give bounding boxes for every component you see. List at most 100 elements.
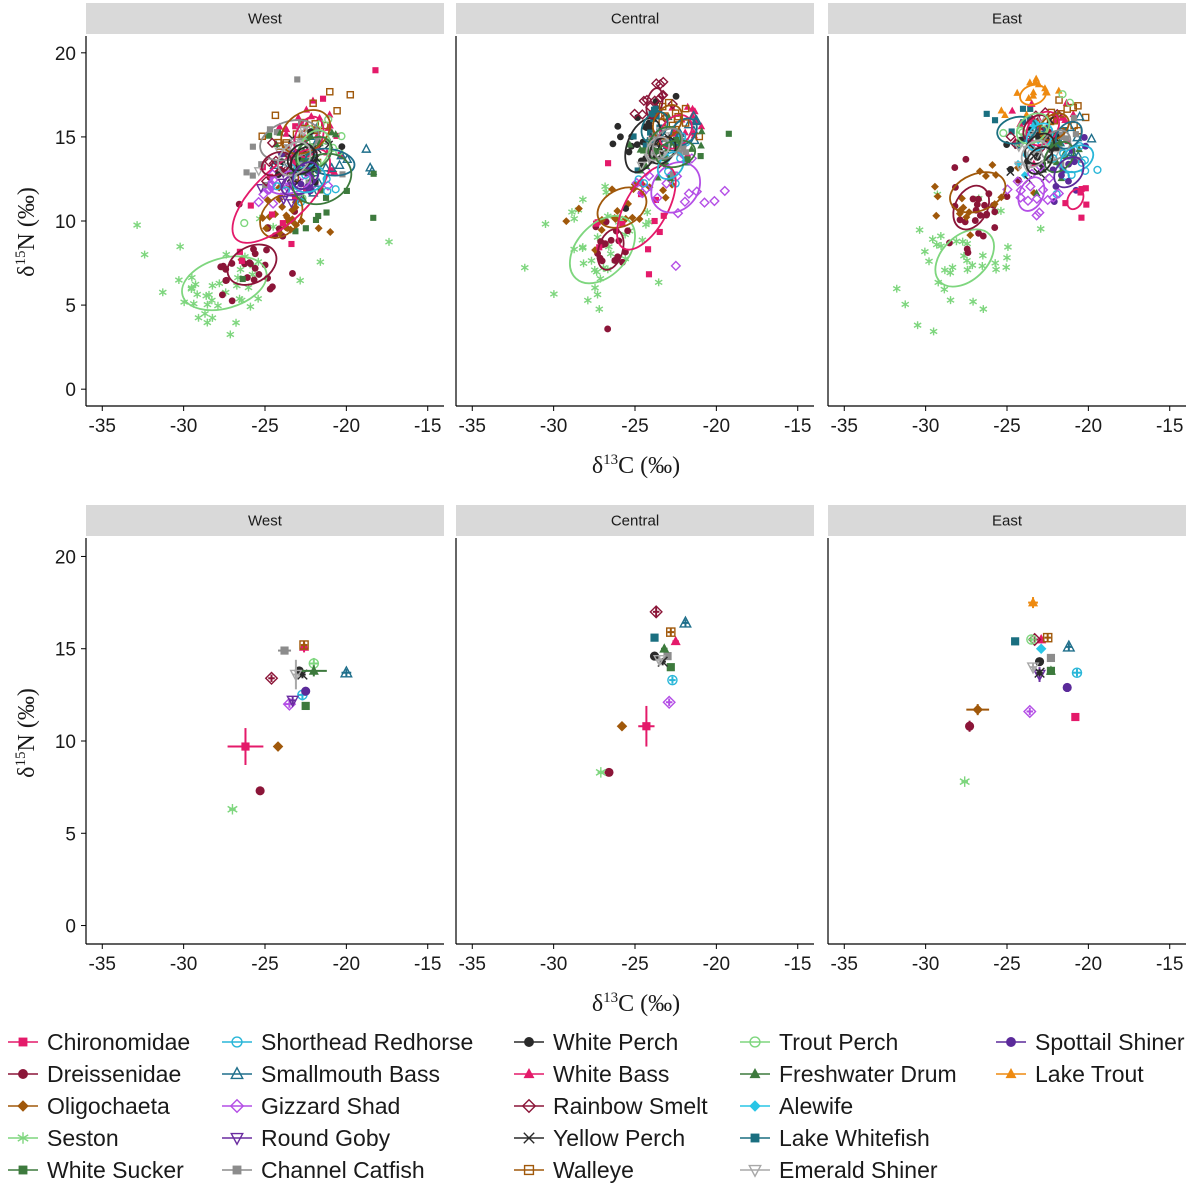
point-dreissenidae xyxy=(1003,193,1011,200)
legend-key-icon xyxy=(229,1098,245,1114)
point-dreissenidae xyxy=(607,236,615,244)
point-channel-catfish xyxy=(258,161,265,168)
legend-label: Trout Perch xyxy=(779,1029,898,1055)
legend-label: White Bass xyxy=(553,1061,669,1087)
panel-central-bottom: Central -35 -30 -25 -20 -15 xyxy=(455,505,814,975)
top-row-scatter: West -35 -30 -25 -20 -15 0 5 10 15 20 Central -35 -30… xyxy=(55,3,1186,437)
panel-west-bottom: West -35 -30 -25 -20 -15 0 5 10 15 20 xyxy=(55,505,444,975)
point-oligochaeta xyxy=(288,206,297,214)
mean-freshwater-drum xyxy=(308,665,319,675)
point-dreissenidae xyxy=(624,227,632,235)
x-tick-label: -15 xyxy=(1156,954,1183,975)
point-shorthead-redhorse xyxy=(1093,165,1102,175)
mean-channel-catfish xyxy=(663,652,672,661)
point-seston xyxy=(203,300,212,309)
ellipse-smallmouth-bass xyxy=(669,117,698,147)
mean-rainbow-smelt xyxy=(649,605,663,619)
point-rainbow-smelt xyxy=(637,109,648,120)
legend-label: Emerald Shiner xyxy=(779,1157,938,1183)
point-freshwater-drum xyxy=(625,140,634,148)
x-tick-label: -15 xyxy=(414,416,441,437)
ellipse-walleye xyxy=(280,109,331,155)
ellipse-spottail-shiner xyxy=(291,161,320,190)
point-chironomidae xyxy=(372,67,379,74)
point-oligochaeta xyxy=(278,202,287,211)
point-channel-catfish xyxy=(297,134,304,141)
point-white-bass xyxy=(697,122,706,130)
plot-marks xyxy=(133,67,393,339)
x-tick-label: -30 xyxy=(912,416,939,437)
point-white-perch xyxy=(625,148,633,156)
facet-strip xyxy=(86,3,444,34)
point-white-sucker xyxy=(312,216,320,223)
ellipse-trout-perch xyxy=(1015,112,1051,145)
ellipse-white-bass xyxy=(293,115,325,158)
point-channel-catfish xyxy=(1072,131,1079,138)
point-chironomidae xyxy=(605,160,612,167)
legend-label: Shorthead Redhorse xyxy=(261,1029,473,1055)
point-smallmouth-bass xyxy=(320,161,331,172)
mean-shorthead-redhorse xyxy=(667,674,678,686)
mean-chironomidae xyxy=(1071,712,1080,722)
y-tick-label: 0 xyxy=(65,917,76,938)
point-channel-catfish xyxy=(1070,114,1078,121)
x-tick-label: -15 xyxy=(784,416,811,437)
ellipse-lake-whitefish xyxy=(640,110,669,143)
point-seston xyxy=(316,257,325,266)
legend-label: Yellow Perch xyxy=(553,1125,685,1151)
point-seston xyxy=(232,318,240,327)
y-tick-label: 5 xyxy=(65,824,76,845)
point-oligochaeta xyxy=(933,192,942,201)
ellipse-white-perch xyxy=(1023,132,1056,165)
mean-trout-perch xyxy=(1026,634,1037,645)
ellipse-chironomidae xyxy=(231,147,331,244)
ellipse-spottail-shiner xyxy=(1053,156,1085,189)
legend-label: Walleye xyxy=(553,1157,634,1183)
point-gizzard-shad xyxy=(1048,192,1059,203)
point-oligochaeta xyxy=(574,204,583,213)
point-lake-whitefish xyxy=(634,167,641,174)
y-tick-label: 20 xyxy=(55,44,76,65)
x-tick-label: -20 xyxy=(333,416,360,437)
point-chironomidae xyxy=(290,160,297,167)
mean-white-sucker xyxy=(666,663,675,672)
point-dreissenidae xyxy=(251,250,259,258)
point-white-bass xyxy=(1061,115,1069,123)
legend-label: Alewife xyxy=(779,1093,853,1119)
point-oligochaeta xyxy=(608,185,617,194)
point-seston xyxy=(979,305,988,314)
point-seston xyxy=(643,208,652,217)
legend-item-freshwater-drum: Freshwater Drum xyxy=(740,1061,957,1087)
point-dreissenidae xyxy=(251,264,259,272)
point-shorthead-redhorse xyxy=(331,185,340,194)
x-tick-label: -30 xyxy=(170,416,197,437)
point-freshwater-drum xyxy=(687,144,696,152)
legend-key-icon xyxy=(749,1036,761,1048)
point-seston xyxy=(946,296,955,305)
point-seston xyxy=(1036,224,1045,233)
point-oligochaeta xyxy=(932,211,941,220)
facet-strip xyxy=(456,3,814,34)
point-seston xyxy=(996,206,1005,215)
point-channel-catfish xyxy=(670,171,677,178)
legend-key-icon xyxy=(18,1165,28,1175)
point-gizzard-shad xyxy=(1031,193,1043,205)
legend-item-round-goby: Round Goby xyxy=(222,1125,391,1151)
point-lake-trout xyxy=(997,106,1006,114)
legend-key-icon xyxy=(523,1068,535,1079)
point-freshwater-drum xyxy=(697,141,705,149)
mean-channel-catfish xyxy=(280,646,289,655)
point-walleye xyxy=(681,104,690,113)
point-seston xyxy=(158,288,167,297)
legend-label: Chironomidae xyxy=(47,1029,190,1055)
legend-item-white-sucker: White Sucker xyxy=(8,1157,184,1183)
point-channel-catfish xyxy=(249,172,256,179)
point-chironomidae xyxy=(651,217,658,225)
mean-white-bass xyxy=(670,635,681,646)
point-freshwater-drum xyxy=(653,173,662,181)
legend-item-channel-catfish: Channel Catfish xyxy=(222,1157,425,1183)
point-dreissenidae xyxy=(979,232,987,240)
point-alewife xyxy=(1020,171,1029,180)
point-walleye xyxy=(681,119,690,127)
point-dreissenidae xyxy=(218,291,226,299)
